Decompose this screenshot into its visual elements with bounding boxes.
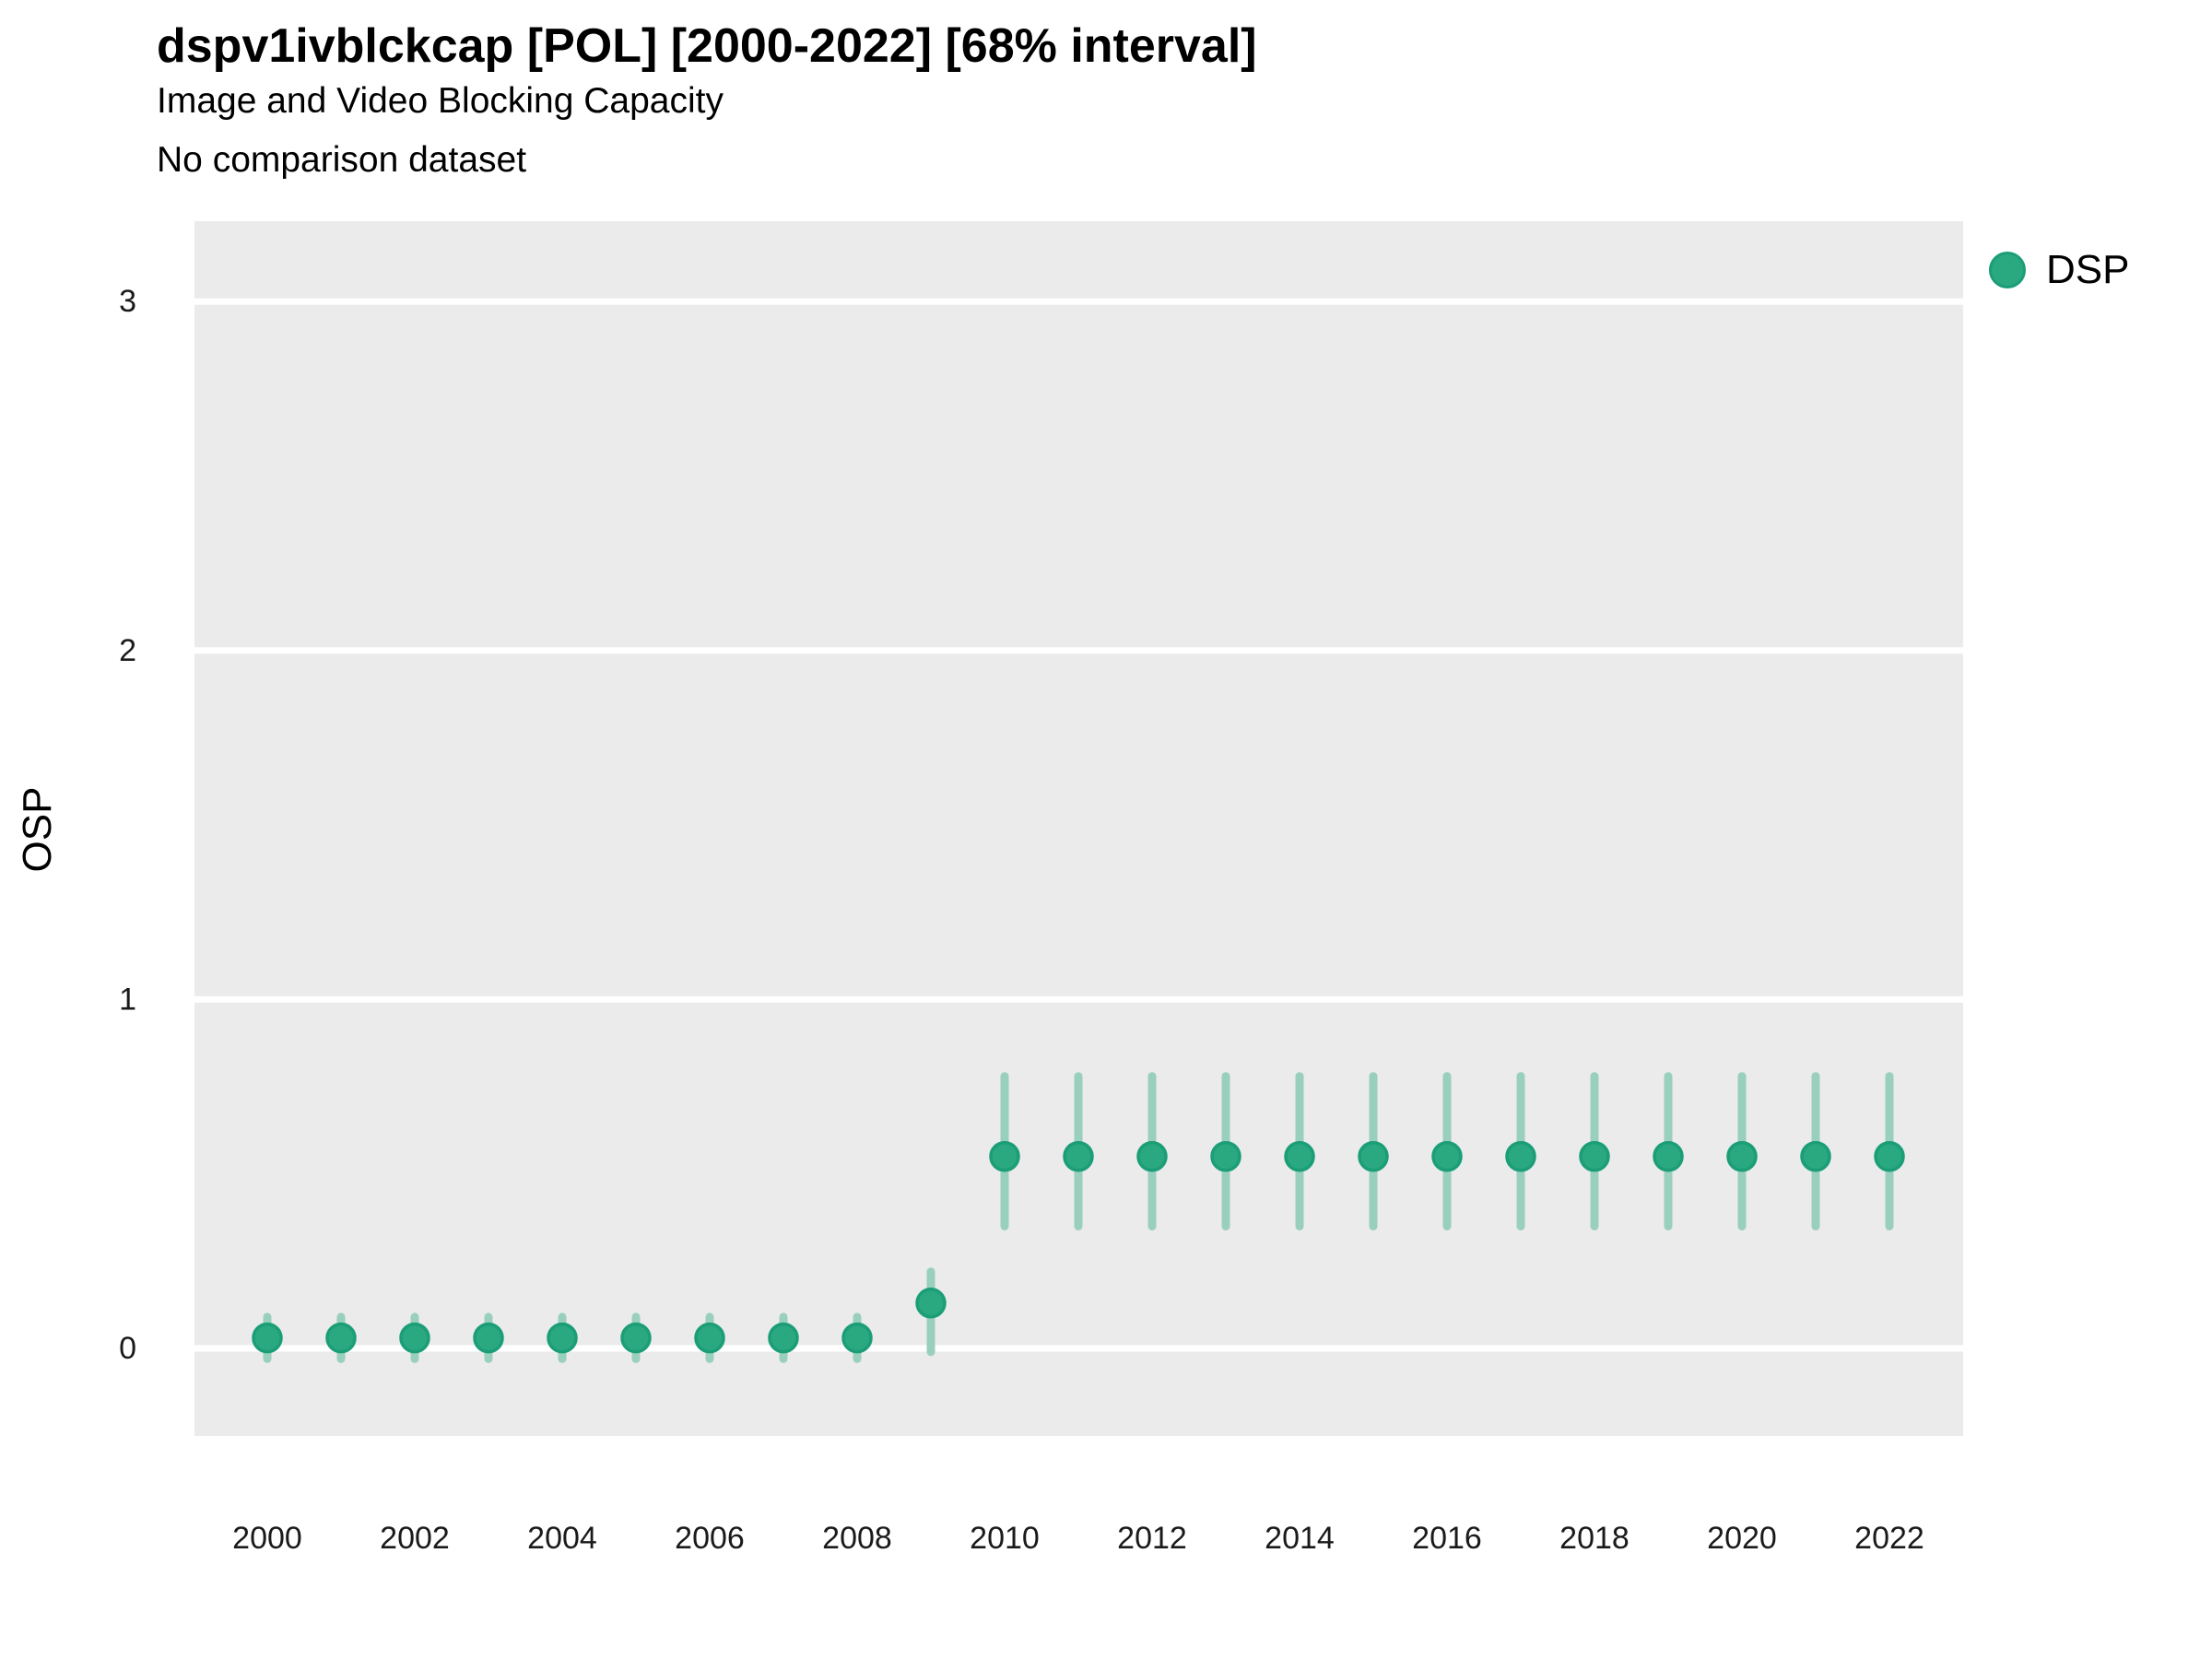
data-point xyxy=(1210,1141,1241,1172)
comparison-note: No comparison dataset xyxy=(157,140,527,180)
data-point xyxy=(325,1322,357,1354)
x-tick-label: 2020 xyxy=(1707,1521,1777,1556)
x-tick-label: 2018 xyxy=(1559,1521,1630,1556)
legend: DSP xyxy=(1989,247,2129,293)
x-tick-label: 2010 xyxy=(970,1521,1040,1556)
data-point xyxy=(768,1322,799,1354)
data-point xyxy=(694,1322,725,1354)
y-tick-label: 3 xyxy=(119,284,136,319)
x-tick-label: 2000 xyxy=(232,1521,302,1556)
data-point xyxy=(841,1322,873,1354)
x-tick-label: 2016 xyxy=(1412,1521,1482,1556)
x-tick-label: 2006 xyxy=(675,1521,745,1556)
plot-panel xyxy=(194,221,1963,1436)
gridline-y xyxy=(194,1345,1963,1352)
data-point xyxy=(547,1322,578,1354)
data-point xyxy=(1136,1141,1168,1172)
y-tick-label: 1 xyxy=(119,982,136,1017)
data-point xyxy=(1653,1141,1684,1172)
data-point xyxy=(473,1322,504,1354)
x-tick-label: 2004 xyxy=(527,1521,597,1556)
data-point xyxy=(1579,1141,1610,1172)
legend-marker-icon xyxy=(1989,252,2026,288)
data-point xyxy=(1505,1141,1536,1172)
data-point xyxy=(252,1322,283,1354)
legend-item: DSP xyxy=(1989,247,2129,293)
data-point xyxy=(1063,1141,1094,1172)
x-tick-label: 2002 xyxy=(380,1521,450,1556)
data-point xyxy=(1358,1141,1389,1172)
data-point xyxy=(620,1322,652,1354)
data-point xyxy=(1800,1141,1831,1172)
data-point xyxy=(1284,1141,1315,1172)
gridline-y xyxy=(194,298,1963,305)
x-tick-label: 2012 xyxy=(1117,1521,1187,1556)
data-point xyxy=(1431,1141,1463,1172)
y-tick-label: 0 xyxy=(119,1331,136,1366)
legend-label: DSP xyxy=(2046,247,2130,292)
y-tick-label: 2 xyxy=(119,633,136,668)
x-tick-label: 2008 xyxy=(822,1521,892,1556)
x-tick-label: 2022 xyxy=(1854,1521,1924,1556)
data-point xyxy=(915,1288,947,1319)
data-point xyxy=(989,1141,1020,1172)
chart-subtitle: Image and Video Blocking Capacity xyxy=(157,81,724,121)
chart-title: dspv1ivblckcap [POL] [2000-2022] [68% in… xyxy=(157,19,1257,73)
gridline-y xyxy=(194,995,1963,1003)
data-point xyxy=(1726,1141,1758,1172)
x-tick-label: 2014 xyxy=(1265,1521,1335,1556)
data-point xyxy=(399,1322,430,1354)
data-point xyxy=(1874,1141,1905,1172)
y-axis-title: OSP xyxy=(15,787,60,873)
gridline-y xyxy=(194,647,1963,654)
